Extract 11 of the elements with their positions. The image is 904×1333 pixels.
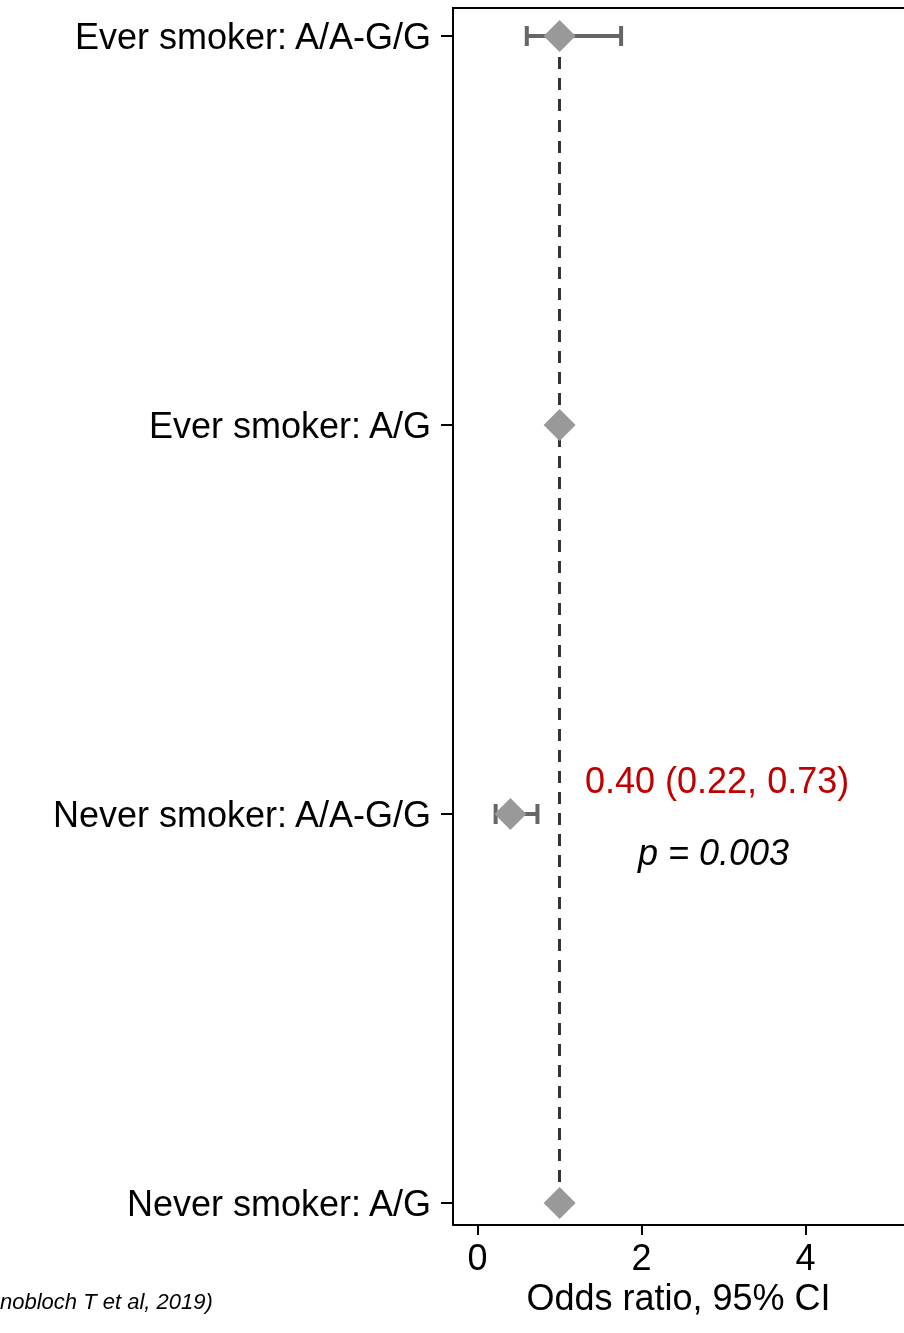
- x-tick-label: 0: [467, 1236, 488, 1278]
- y-tick-label: Never smoker: A/G: [126, 1182, 431, 1224]
- y-tick-label: Ever smoker: A/A-G/G: [74, 15, 431, 57]
- x-tick-label: 4: [795, 1236, 816, 1278]
- x-tick-label: 2: [631, 1236, 652, 1278]
- annotation: 0.40 (0.22, 0.73): [585, 759, 850, 801]
- text: nobloch T et al, 2019): [0, 1288, 213, 1314]
- x-axis-title: Odds ratio, 95% CI: [526, 1277, 831, 1319]
- y-tick-label: Never smoker: A/A-G/G: [52, 793, 431, 835]
- y-tick-label: Ever smoker: A/G: [148, 404, 431, 446]
- annotation: p = 0.003: [637, 831, 790, 873]
